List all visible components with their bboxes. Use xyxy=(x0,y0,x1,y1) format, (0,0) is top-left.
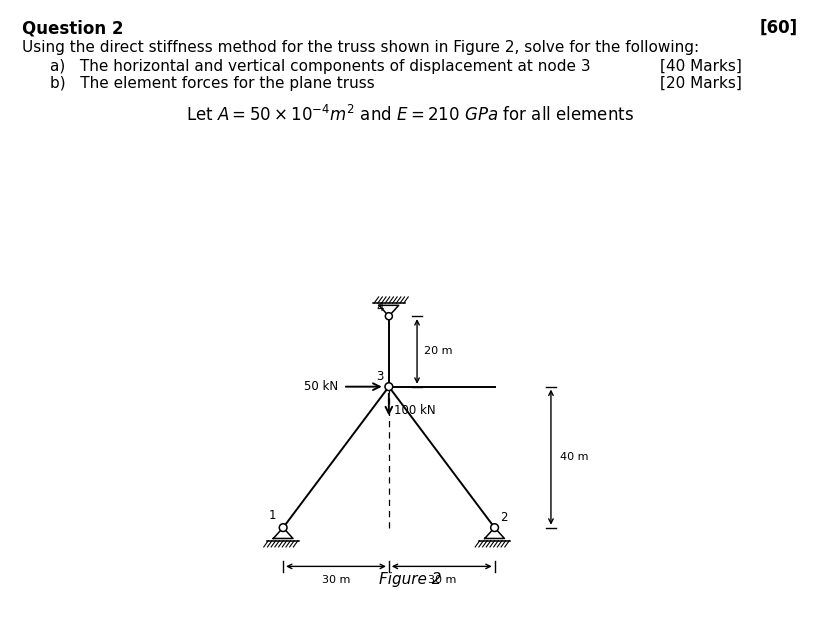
Text: Question 2: Question 2 xyxy=(22,19,124,37)
Text: a)   The horizontal and vertical components of displacement at node 3: a) The horizontal and vertical component… xyxy=(50,59,590,74)
Circle shape xyxy=(279,524,287,531)
Text: 4: 4 xyxy=(376,301,383,315)
Circle shape xyxy=(384,383,392,390)
Text: 1: 1 xyxy=(269,510,276,522)
Text: b)   The element forces for the plane truss: b) The element forces for the plane trus… xyxy=(50,76,374,91)
Text: Let $A = 50 \times 10^{-4}m^2$ and $E = 210$ $GPa$ for all elements: Let $A = 50 \times 10^{-4}m^2$ and $E = … xyxy=(186,105,633,125)
Text: Figure 2: Figure 2 xyxy=(378,572,441,587)
Text: 40 m: 40 m xyxy=(559,452,587,462)
Text: 3: 3 xyxy=(376,370,383,383)
Text: [20 Marks]: [20 Marks] xyxy=(659,76,741,91)
Text: 20 m: 20 m xyxy=(423,347,452,357)
Text: 30 m: 30 m xyxy=(321,575,350,585)
Circle shape xyxy=(490,524,498,531)
Text: [40 Marks]: [40 Marks] xyxy=(659,59,741,74)
Text: 100 kN: 100 kN xyxy=(394,404,435,417)
Text: 2: 2 xyxy=(500,511,507,524)
Circle shape xyxy=(385,313,392,320)
Text: 50 kN: 50 kN xyxy=(303,380,337,393)
Text: Using the direct stiffness method for the truss shown in Figure 2, solve for the: Using the direct stiffness method for th… xyxy=(22,40,699,55)
Text: 30 m: 30 m xyxy=(427,575,455,585)
Text: [60]: [60] xyxy=(759,19,797,37)
